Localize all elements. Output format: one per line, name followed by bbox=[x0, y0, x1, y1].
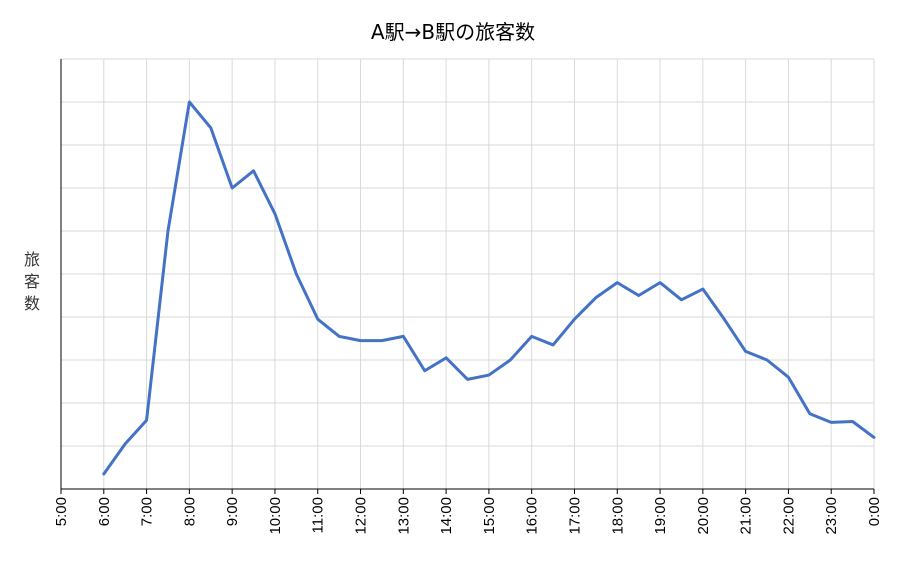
data-point bbox=[380, 339, 384, 342]
x-tick-label: 21:00 bbox=[738, 497, 755, 535]
y-axis-label-char: 数 bbox=[24, 294, 40, 313]
data-point bbox=[744, 350, 747, 353]
x-tick-label: 7:00 bbox=[139, 497, 156, 526]
x-axis-tick-labels: 5:00 6:00 7:00 8:00 9:00 10:00 11:00 12:00 13:00… bbox=[53, 497, 883, 535]
data-point bbox=[423, 369, 426, 372]
data-point bbox=[402, 335, 405, 338]
data-point bbox=[123, 442, 127, 446]
data-point bbox=[316, 317, 319, 321]
data-point bbox=[444, 356, 448, 360]
x-tick-label: 14:00 bbox=[438, 497, 455, 535]
data-point bbox=[616, 281, 619, 284]
data-point bbox=[145, 419, 148, 422]
data-point bbox=[787, 376, 790, 379]
x-tick-label: 6:00 bbox=[96, 497, 113, 526]
y-axis-label-char: 客 bbox=[24, 272, 40, 291]
x-tick-label: 15:00 bbox=[481, 497, 498, 535]
data-point bbox=[188, 100, 191, 104]
x-tick-label: 23:00 bbox=[823, 497, 840, 535]
data-point bbox=[337, 335, 341, 338]
data-point bbox=[701, 287, 705, 291]
x-tick-label: 11:00 bbox=[310, 497, 327, 533]
axes bbox=[60, 59, 875, 494]
data-point bbox=[637, 294, 640, 297]
data-point bbox=[273, 212, 277, 215]
data-point bbox=[808, 412, 812, 415]
data-point bbox=[166, 229, 170, 233]
x-tick-label: 9:00 bbox=[224, 497, 241, 526]
data-point bbox=[295, 272, 298, 276]
data-point bbox=[573, 317, 576, 321]
data-point bbox=[487, 373, 491, 377]
data-point bbox=[359, 339, 362, 342]
data-point bbox=[466, 378, 469, 381]
y-axis-label: 旅客数 bbox=[24, 250, 40, 313]
x-tick-label: 18:00 bbox=[609, 497, 626, 535]
data-point bbox=[509, 358, 512, 362]
x-tick-label: 0:00 bbox=[866, 497, 883, 526]
x-tick-label: 8:00 bbox=[181, 497, 198, 526]
data-point bbox=[530, 335, 533, 338]
x-tick-label: 19:00 bbox=[652, 497, 669, 535]
data-point bbox=[851, 420, 854, 423]
x-tick-label: 16:00 bbox=[524, 497, 541, 535]
data-point bbox=[830, 421, 833, 424]
x-tick-label: 10:00 bbox=[267, 497, 284, 535]
data-point bbox=[723, 317, 726, 321]
data-point bbox=[252, 169, 255, 172]
x-tick-label: 17:00 bbox=[566, 497, 583, 535]
x-tick-label: 20:00 bbox=[695, 497, 712, 535]
data-point bbox=[102, 472, 105, 476]
data-point bbox=[765, 358, 769, 362]
data-point bbox=[551, 343, 555, 347]
x-tick-label: 22:00 bbox=[780, 497, 797, 535]
gridlines bbox=[61, 58, 875, 489]
series-layer bbox=[102, 100, 876, 476]
y-axis-label-char: 旅 bbox=[24, 250, 40, 269]
x-tick-label: 5:00 bbox=[53, 497, 70, 526]
data-point bbox=[658, 281, 662, 284]
data-point bbox=[680, 298, 683, 301]
chart-title: A駅→B駅の旅客数 bbox=[371, 20, 535, 44]
x-tick-label: 13:00 bbox=[395, 497, 412, 535]
data-point bbox=[230, 186, 234, 190]
data-point bbox=[872, 436, 876, 439]
data-point bbox=[594, 296, 598, 299]
data-point bbox=[209, 126, 212, 129]
x-tick-label: 12:00 bbox=[353, 497, 370, 535]
